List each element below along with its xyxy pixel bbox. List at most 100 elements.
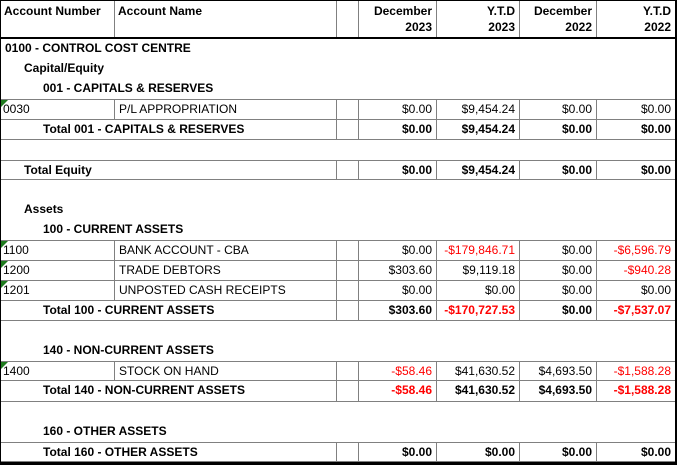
section-label-cell[interactable]: 140 - NON-CURRENT ASSETS [43, 343, 214, 358]
section-row: 140 - NON-CURRENT ASSETS [1, 341, 675, 361]
col-header-month-label: December [533, 4, 592, 18]
value-cell[interactable]: $0.00 [597, 281, 675, 301]
blank-row [1, 140, 675, 160]
total-value-cell[interactable]: -$170,727.53 [437, 300, 520, 321]
total-label-cell[interactable]: Total 001 - CAPITALS & RESERVES [1, 119, 337, 140]
account-row: 1201 UNPOSTED CASH RECEIPTS $0.00 $0.00 $0.0… [1, 280, 675, 301]
col-header-ytd-2022[interactable]: Y.T.D 2022 [597, 1, 675, 37]
total-row: Total 140 - NON-CURRENT ASSETS -$58.46 $41… [1, 381, 675, 402]
account-name-cell[interactable]: P/L APPROPRIATION [115, 100, 337, 120]
value-cell[interactable]: $0.00 [520, 241, 597, 261]
total-value-cell[interactable]: -$7,537.07 [597, 301, 675, 321]
total-row: Total 160 - OTHER ASSETS $0.00 $0.00 $0.00 $… [1, 441, 675, 462]
account-name-cell[interactable]: TRADE DEBTORS [115, 260, 337, 281]
value-cell[interactable]: $0.00 [359, 241, 437, 261]
section-label-cell[interactable]: 001 - CAPITALS & RESERVES [43, 81, 214, 96]
spacer-cell [337, 300, 359, 321]
total-row: Total 100 - CURRENT ASSETS $303.60 -$170,7… [1, 300, 675, 321]
total-label-cell[interactable]: Total 160 - OTHER ASSETS [1, 442, 337, 462]
value-cell[interactable]: -$58.46 [359, 362, 437, 382]
value-cell[interactable]: $0.00 [520, 260, 597, 281]
value-cell[interactable]: -$1,588.28 [597, 362, 675, 382]
total-value-cell[interactable]: -$1,588.28 [597, 381, 675, 402]
section-label-cell[interactable]: Capital/Equity [24, 61, 105, 76]
spacer-cell [337, 381, 359, 402]
error-flag-icon [1, 100, 8, 108]
spacer-cell [337, 100, 359, 120]
value-cell[interactable]: -$940.28 [597, 261, 675, 281]
col-header-december-2022[interactable]: December 2022 [520, 1, 597, 37]
section-label-cell[interactable]: Assets [24, 202, 64, 217]
account-name-cell[interactable]: UNPOSTED CASH RECEIPTS [115, 280, 337, 301]
section-row: 160 - OTHER ASSETS [1, 422, 675, 442]
total-value-cell[interactable]: $9,454.24 [437, 119, 520, 140]
col-header-account-name[interactable]: Account Name [115, 1, 337, 37]
total-value-cell[interactable]: $9,454.24 [437, 160, 520, 180]
spacer-cell [337, 241, 359, 261]
total-value-cell[interactable]: $303.60 [359, 300, 437, 321]
value-cell[interactable]: $9,119.18 [437, 260, 520, 281]
col-header-account-number[interactable]: Account Number [1, 1, 115, 37]
value-cell[interactable]: $0.00 [520, 100, 597, 120]
col-header-year-label: 2022 [565, 20, 592, 34]
total-value-cell[interactable]: $0.00 [520, 442, 597, 462]
col-header-spacer [337, 1, 359, 37]
section-row: 0100 - CONTROL COST CENTRE [1, 39, 675, 59]
value-cell[interactable]: $0.00 [359, 280, 437, 301]
value-cell[interactable]: $0.00 [520, 280, 597, 301]
total-value-cell[interactable]: $4,693.50 [520, 381, 597, 402]
col-header-ytd-2023[interactable]: Y.T.D 2023 [437, 1, 520, 37]
total-label-cell[interactable]: Total 100 - CURRENT ASSETS [1, 300, 337, 321]
total-value-cell[interactable]: $41,630.52 [437, 381, 520, 402]
total-value-cell[interactable]: $0.00 [597, 120, 675, 140]
blank-row [1, 321, 675, 341]
value-cell[interactable]: $303.60 [359, 260, 437, 281]
account-name-cell[interactable]: STOCK ON HAND [115, 362, 337, 382]
account-number-cell[interactable]: 0030 [1, 100, 115, 120]
total-value-cell[interactable]: -$58.46 [359, 381, 437, 402]
total-value-cell[interactable]: $0.00 [520, 300, 597, 321]
col-header-ytd-label: Y.T.D [642, 4, 671, 18]
value-cell[interactable]: -$179,846.71 [437, 241, 520, 261]
blank-row [1, 402, 675, 422]
account-row: 0030 P/L APPROPRIATION $0.00 $9,454.24 $0.00… [1, 99, 675, 120]
account-number-cell[interactable]: 1400 [1, 362, 115, 382]
value-cell[interactable]: $0.00 [597, 100, 675, 120]
total-value-cell[interactable]: $0.00 [597, 161, 675, 180]
total-label-cell[interactable]: Total Equity [1, 160, 337, 180]
col-header-month-label: December [373, 4, 432, 18]
section-row: Assets [1, 200, 675, 220]
value-cell[interactable]: $0.00 [437, 280, 520, 301]
spacer-cell [337, 280, 359, 301]
value-cell[interactable]: -$6,596.79 [597, 241, 675, 261]
value-cell[interactable]: $4,693.50 [520, 362, 597, 382]
account-number-cell[interactable]: 1100 [1, 241, 115, 261]
total-value-cell[interactable]: $0.00 [437, 442, 520, 462]
account-number-cell[interactable]: 1201 [1, 280, 115, 301]
spacer-cell [337, 362, 359, 382]
section-label-cell[interactable]: 160 - OTHER ASSETS [43, 423, 167, 438]
value-cell[interactable]: $0.00 [359, 100, 437, 120]
col-header-december-2023[interactable]: December 2023 [359, 1, 437, 37]
section-row: Capital/Equity [1, 59, 675, 79]
total-value-cell[interactable]: $0.00 [359, 119, 437, 140]
account-row: 1400 STOCK ON HAND -$58.46 $41,630.52 $4,693… [1, 361, 675, 382]
section-label-cell[interactable]: 0100 - CONTROL COST CENTRE [5, 41, 191, 55]
error-flag-icon [1, 280, 8, 288]
total-value-cell[interactable]: $0.00 [597, 443, 675, 462]
section-row: 001 - CAPITALS & RESERVES [1, 79, 675, 99]
account-number-cell[interactable]: 1200 [1, 260, 115, 281]
total-value-cell[interactable]: $0.00 [520, 160, 597, 180]
error-flag-icon [1, 362, 8, 370]
spacer-cell [337, 160, 359, 180]
total-label-cell[interactable]: Total 140 - NON-CURRENT ASSETS [1, 381, 337, 402]
value-cell[interactable]: $9,454.24 [437, 100, 520, 120]
total-value-cell[interactable]: $0.00 [520, 119, 597, 140]
total-value-cell[interactable]: $0.00 [359, 160, 437, 180]
section-row: 100 - CURRENT ASSETS [1, 220, 675, 240]
total-value-cell[interactable]: $0.00 [359, 442, 437, 462]
section-label-cell[interactable]: 100 - CURRENT ASSETS [43, 222, 184, 237]
account-name-cell[interactable]: BANK ACCOUNT - CBA [115, 241, 337, 261]
total-row: Total 001 - CAPITALS & RESERVES $0.00 $9,4… [1, 119, 675, 140]
value-cell[interactable]: $41,630.52 [437, 362, 520, 382]
